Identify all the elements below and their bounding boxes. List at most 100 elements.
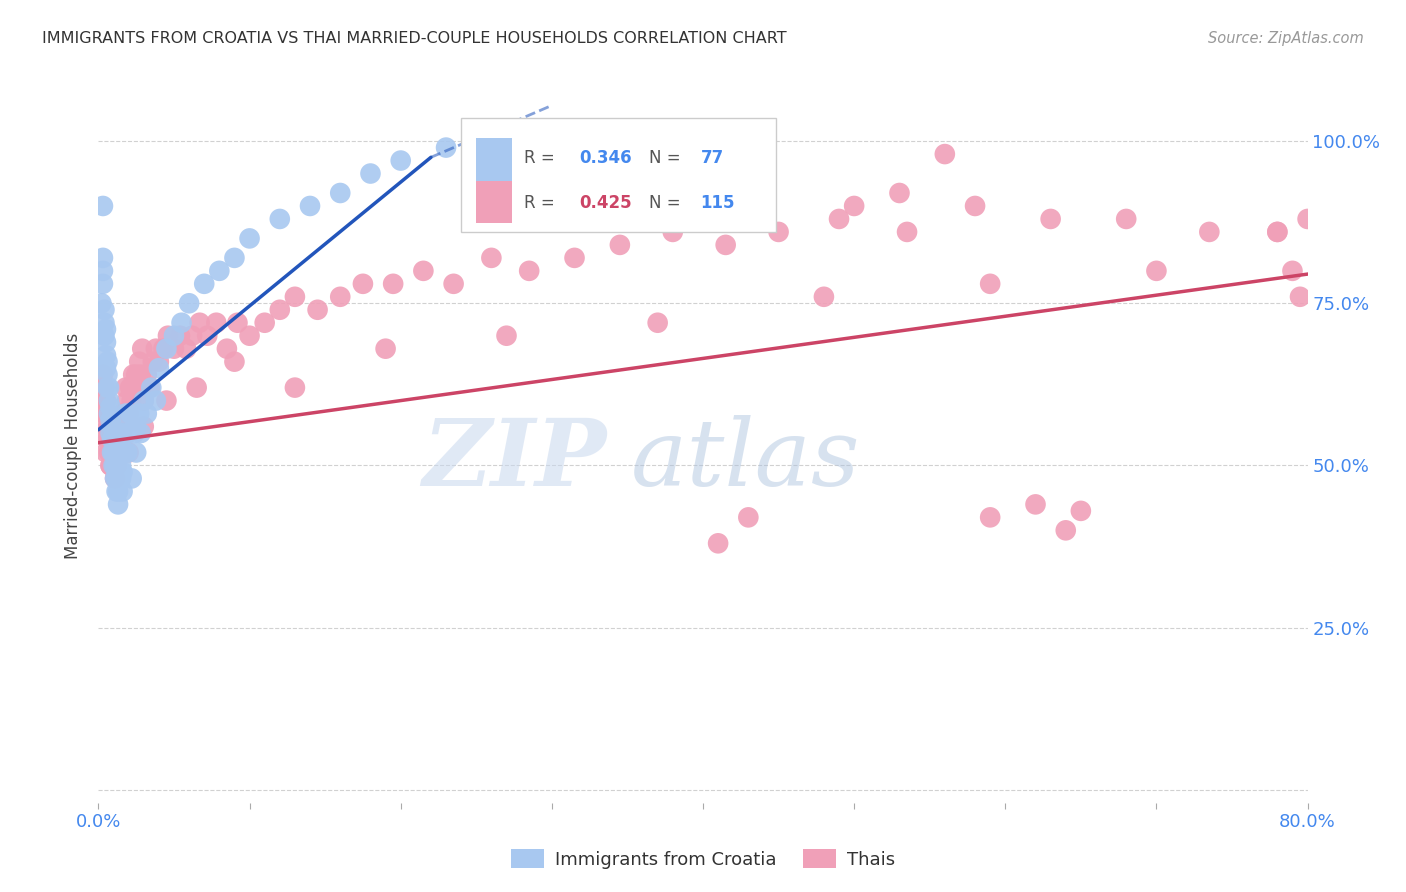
Point <box>100 400 122 414</box>
Point <box>135 407 157 421</box>
Point <box>239 231 262 245</box>
Point <box>224 251 246 265</box>
Point <box>226 316 249 330</box>
Point <box>100 425 122 440</box>
Point <box>93 302 115 317</box>
Point <box>94 393 117 408</box>
Point <box>495 328 517 343</box>
Point <box>91 381 114 395</box>
Point <box>100 433 122 447</box>
Point <box>103 433 125 447</box>
Point <box>98 393 121 408</box>
Point <box>163 328 186 343</box>
Point <box>186 381 208 395</box>
Point <box>1289 290 1312 304</box>
Point <box>105 484 128 499</box>
Point <box>163 342 186 356</box>
Point <box>124 381 146 395</box>
Point <box>193 277 215 291</box>
Point <box>374 342 396 356</box>
Point <box>124 425 146 440</box>
Point <box>118 407 141 421</box>
Point <box>329 186 352 200</box>
Point <box>714 238 737 252</box>
Point <box>307 302 329 317</box>
Point <box>156 328 179 343</box>
Point <box>132 419 155 434</box>
Point <box>1054 524 1077 538</box>
Point <box>101 433 124 447</box>
Point <box>813 290 835 304</box>
Point <box>100 458 122 473</box>
Point <box>110 425 132 440</box>
Point <box>224 354 246 368</box>
Point <box>481 251 503 265</box>
Point <box>647 316 669 330</box>
Point <box>94 361 117 376</box>
Point <box>112 425 135 440</box>
Text: 0.346: 0.346 <box>579 149 633 167</box>
Point <box>120 407 142 421</box>
Point <box>110 471 132 485</box>
Point <box>965 199 987 213</box>
Point <box>94 445 117 459</box>
Point <box>1267 225 1289 239</box>
Point <box>152 342 174 356</box>
Text: 77: 77 <box>700 149 724 167</box>
Point <box>128 407 150 421</box>
Point <box>979 510 1001 524</box>
Point <box>91 425 114 440</box>
Point <box>107 497 129 511</box>
Point <box>98 445 121 459</box>
Point <box>101 445 124 459</box>
Point <box>707 140 730 154</box>
Point <box>768 225 790 239</box>
Point <box>121 393 143 408</box>
Text: IMMIGRANTS FROM CROATIA VS THAI MARRIED-COUPLE HOUSEHOLDS CORRELATION CHART: IMMIGRANTS FROM CROATIA VS THAI MARRIED-… <box>42 31 787 46</box>
Point <box>1198 225 1220 239</box>
Point <box>110 445 132 459</box>
Point <box>96 407 118 421</box>
Point <box>96 354 118 368</box>
Point <box>205 316 228 330</box>
Text: ZIP: ZIP <box>422 416 606 505</box>
Point <box>389 153 412 168</box>
Point <box>155 393 177 408</box>
Point <box>564 251 586 265</box>
Point <box>215 342 238 356</box>
Point <box>107 419 129 434</box>
Point <box>118 445 141 459</box>
Point <box>105 458 128 473</box>
Point <box>111 433 134 447</box>
Point <box>96 407 118 421</box>
Point <box>145 342 167 356</box>
Point <box>128 354 150 368</box>
Point <box>155 342 177 356</box>
Point <box>609 238 631 252</box>
Point <box>111 407 134 421</box>
Point <box>299 199 322 213</box>
Point <box>148 354 170 368</box>
Point <box>94 348 117 362</box>
Point <box>647 140 669 154</box>
Point <box>90 393 112 408</box>
Point <box>181 328 204 343</box>
Point <box>1296 211 1319 226</box>
Point <box>96 368 118 382</box>
Point <box>112 445 135 459</box>
Point <box>125 419 148 434</box>
Point <box>103 458 125 473</box>
Point <box>195 328 218 343</box>
Point <box>103 439 125 453</box>
Point <box>443 277 465 291</box>
Point <box>135 368 157 382</box>
Y-axis label: Married-couple Households: Married-couple Households <box>65 333 83 559</box>
Point <box>979 277 1001 291</box>
Point <box>844 199 866 213</box>
Point <box>104 445 127 459</box>
FancyBboxPatch shape <box>461 118 776 232</box>
Point <box>101 419 124 434</box>
Point <box>179 296 201 310</box>
Point <box>129 368 152 382</box>
Point <box>103 458 125 473</box>
